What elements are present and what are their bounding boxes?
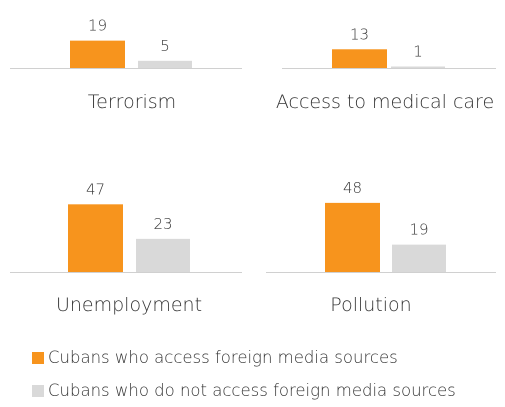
panel-title-access-to-medical-care: Access to medical care (276, 91, 494, 113)
panel-pollution: 48 19 Pollution (266, 179, 496, 316)
legend-swatch-not-accessing (32, 384, 44, 397)
legend-label-accessing: Cubans who access foreign media sources (48, 348, 398, 367)
value-label-terrorism-accessing: 19 (88, 17, 107, 35)
panel-terrorism: 19 5 Terrorism (10, 17, 242, 113)
panel-unemployment: 47 23 Unemployment (10, 180, 242, 316)
value-label-unemployment-accessing: 47 (86, 180, 105, 198)
bar-access-to-medical-care-not-accessing (391, 66, 445, 68)
legend-swatch-accessing (32, 351, 44, 364)
bar-pollution-accessing (325, 202, 380, 272)
value-label-access-to-medical-care-not-accessing: 1 (413, 43, 423, 61)
panel-access-to-medical-care: 13 1 Access to medical care (276, 25, 496, 113)
value-label-unemployment-not-accessing: 23 (153, 215, 172, 233)
value-label-access-to-medical-care-accessing: 13 (350, 25, 369, 43)
value-label-terrorism-not-accessing: 5 (160, 37, 170, 55)
bar-unemployment-accessing (68, 204, 123, 272)
value-label-pollution-not-accessing: 19 (409, 221, 428, 239)
bar-terrorism-accessing (70, 40, 125, 68)
legend: Cubans who access foreign media sources … (32, 341, 502, 407)
panel-title-unemployment: Unemployment (56, 294, 202, 316)
value-label-pollution-accessing: 48 (343, 179, 362, 197)
legend-label-not-accessing: Cubans who do not access foreign media s… (48, 381, 456, 400)
legend-item-accessing: Cubans who access foreign media sources (32, 341, 502, 374)
bar-pollution-not-accessing (392, 244, 446, 272)
bar-terrorism-not-accessing (138, 60, 192, 68)
bar-access-to-medical-care-accessing (332, 49, 387, 68)
panel-title-pollution: Pollution (330, 294, 411, 316)
bar-unemployment-not-accessing (136, 238, 190, 272)
panel-title-terrorism: Terrorism (88, 91, 176, 113)
legend-item-not-accessing: Cubans who do not access foreign media s… (32, 374, 502, 407)
